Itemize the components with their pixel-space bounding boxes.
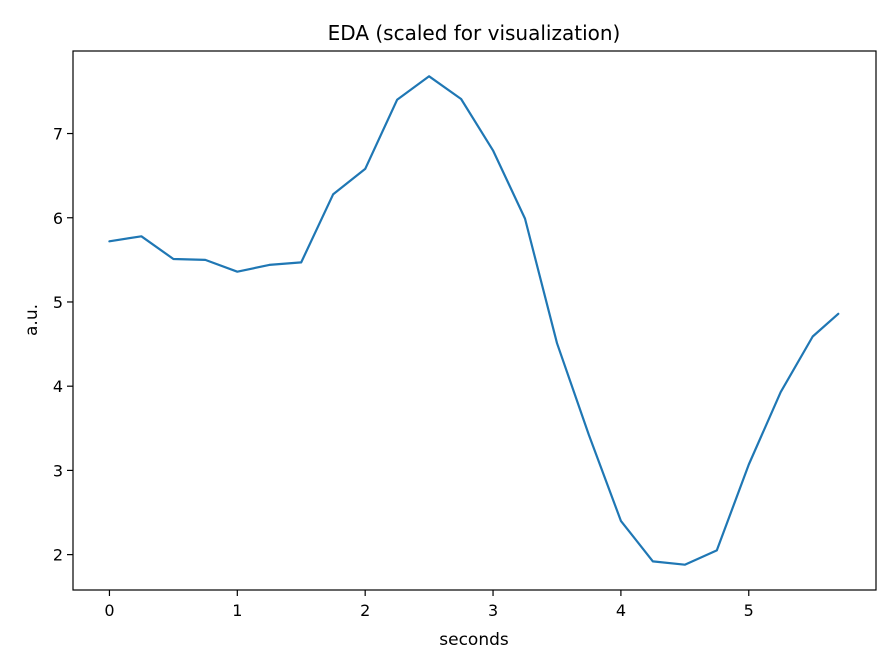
x-tick-label: 3 <box>488 601 498 620</box>
x-tick-label: 5 <box>744 601 754 620</box>
x-axis-label: seconds <box>439 630 509 650</box>
y-axis: 2 3 4 5 6 7 <box>53 125 73 565</box>
x-axis: 0 1 2 3 4 5 <box>104 590 754 620</box>
series-layer <box>108 75 840 566</box>
y-tick-label: 3 <box>53 461 63 480</box>
x-tick-label: 4 <box>616 601 626 620</box>
y-tick-label: 7 <box>53 125 63 144</box>
plot-area <box>72 50 877 591</box>
x-tick-label: 2 <box>360 601 370 620</box>
x-tick-label: 0 <box>104 601 114 620</box>
y-axis-label: a.u. <box>22 304 42 336</box>
plot-frame <box>72 50 877 591</box>
y-tick-label: 5 <box>53 293 63 312</box>
y-tick-label: 2 <box>53 546 63 565</box>
y-tick-label: 6 <box>53 209 63 228</box>
eda-series-line <box>108 75 840 566</box>
chart-title: EDA (scaled for visualization) <box>328 21 621 45</box>
y-tick-label: 4 <box>53 377 63 396</box>
x-tick-label: 1 <box>232 601 242 620</box>
